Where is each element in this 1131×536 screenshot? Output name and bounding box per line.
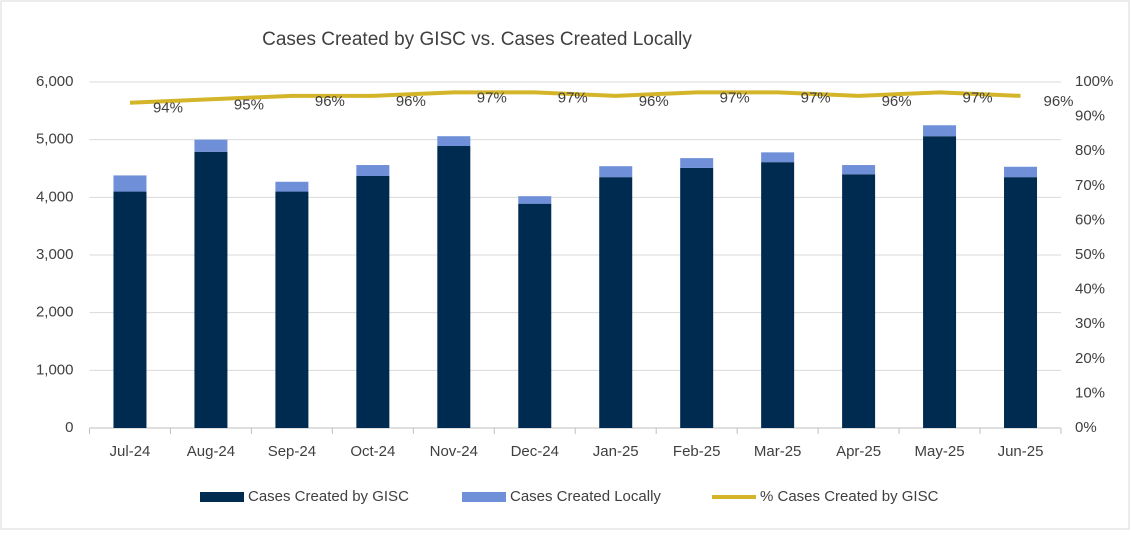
data-label: 96% — [882, 93, 912, 110]
bar — [275, 181, 309, 192]
y-tick-label: 0 — [65, 419, 73, 436]
bar — [113, 175, 147, 192]
data-label: 94% — [153, 100, 183, 117]
y-tick-label: 5,000 — [36, 131, 74, 148]
bar — [599, 177, 633, 428]
x-tick-label: Aug-24 — [187, 443, 235, 460]
data-label: 96% — [1044, 93, 1074, 110]
bar — [437, 136, 471, 147]
y2-tick-label: 40% — [1075, 281, 1105, 298]
data-label: 97% — [801, 89, 831, 106]
legend-label: Cases Created by GISC — [248, 488, 409, 505]
bar — [194, 151, 228, 428]
y2-tick-label: 0% — [1075, 419, 1097, 436]
data-label: 95% — [234, 96, 264, 113]
data-label: 97% — [720, 89, 750, 106]
y2-tick-label: 80% — [1075, 142, 1105, 159]
data-label: 96% — [315, 93, 345, 110]
y2-tick-label: 70% — [1075, 177, 1105, 194]
x-tick-label: Mar-25 — [754, 443, 802, 460]
legend-swatch — [462, 492, 506, 502]
bar — [518, 196, 552, 204]
line — [129, 90, 1021, 105]
bar — [518, 203, 552, 428]
bar — [1004, 166, 1038, 178]
bar — [761, 162, 795, 428]
data-label: 96% — [639, 93, 669, 110]
bar — [680, 167, 714, 428]
x-tick-label: Oct-24 — [350, 443, 395, 460]
bar — [437, 146, 471, 428]
bar — [842, 165, 876, 175]
x-tick-label: Sep-24 — [268, 443, 316, 460]
data-label: 97% — [963, 89, 993, 106]
bar — [599, 166, 633, 178]
legend-swatch — [200, 492, 244, 502]
y-tick-label: 3,000 — [36, 246, 74, 263]
y2-tick-label: 20% — [1075, 350, 1105, 367]
y2-tick-label: 50% — [1075, 246, 1105, 263]
data-label: 97% — [477, 89, 507, 106]
chart-title: Cases Created by GISC vs. Cases Created … — [262, 29, 692, 50]
y2-tick-label: 30% — [1075, 315, 1105, 332]
y2-tick-label: 60% — [1075, 211, 1105, 228]
y2-tick-label: 90% — [1075, 108, 1105, 125]
bar — [923, 125, 957, 137]
y2-tick-label: 100% — [1075, 73, 1113, 90]
x-tick-label: Feb-25 — [673, 443, 721, 460]
y-tick-label: 6,000 — [36, 73, 74, 90]
bar — [113, 191, 147, 428]
bar — [842, 174, 876, 428]
bar — [194, 139, 228, 152]
data-label: 96% — [396, 93, 426, 110]
x-tick-label: Jul-24 — [110, 443, 151, 460]
x-tick-label: May-25 — [915, 443, 965, 460]
bar — [275, 191, 309, 428]
x-tick-label: Nov-24 — [430, 443, 478, 460]
legend-label: % Cases Created by GISC — [760, 488, 939, 505]
bar — [356, 165, 390, 176]
y-tick-label: 2,000 — [36, 304, 74, 321]
x-tick-label: Dec-24 — [511, 443, 559, 460]
x-tick-label: Jan-25 — [593, 443, 639, 460]
y-tick-label: 1,000 — [36, 361, 74, 378]
y2-tick-label: 10% — [1075, 384, 1105, 401]
bar — [761, 152, 795, 163]
bar — [356, 175, 390, 428]
bar — [680, 158, 714, 168]
data-label: 97% — [558, 89, 588, 106]
legend-label: Cases Created Locally — [510, 488, 661, 505]
bar — [923, 136, 957, 428]
bar — [1004, 177, 1038, 428]
x-tick-label: Apr-25 — [836, 443, 881, 460]
y-tick-label: 4,000 — [36, 188, 74, 205]
x-tick-label: Jun-25 — [998, 443, 1044, 460]
